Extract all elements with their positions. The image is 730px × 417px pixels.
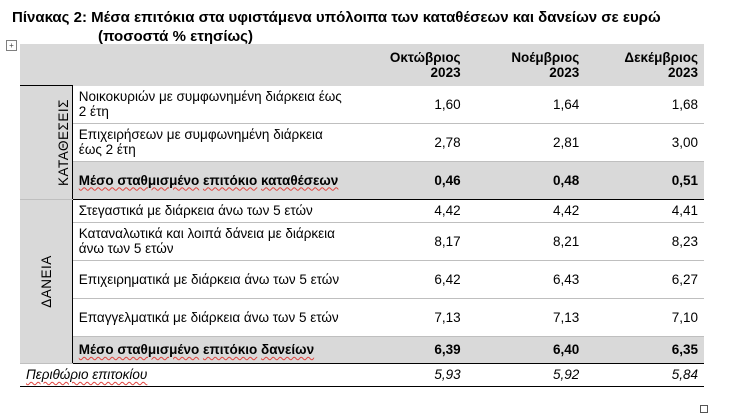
group-label-deposits: ΚΑΤΑΘΕΣΕΙΣ (20, 85, 73, 200)
table-row: ΚΑΤΑΘΕΣΕΙΣ Νοικοκυριών με συμφωνημένη δι… (20, 85, 704, 200)
header-blank (20, 44, 348, 86)
cell-value: 1,60 (347, 85, 467, 124)
cell-value: 6,27 (585, 260, 704, 299)
row-label-part: επιτόκιο (202, 172, 258, 188)
row-label: Καταναλωτικά και λοιπά δάνεια με διάρκει… (72, 222, 348, 261)
cell-value: 1,68 (585, 85, 704, 124)
table-row-deposits-average: Μέσο σταθμισμένο επιτόκιο καταθέσεων 0,4… (20, 160, 704, 200)
interest-rates-table: Οκτώβριος 2023 Νοέμβριος 2023 Δεκέμβριος… (20, 44, 704, 387)
table-resize-handle-icon[interactable] (700, 405, 708, 413)
cell-value: 0,51 (585, 160, 704, 200)
table-row-interest-margin: Περιθώριο επιτοκίου 5,93 5,92 5,84 (20, 363, 704, 387)
row-label: Νοικοκυριών με συμφωνημένη διάρκεια έως … (72, 85, 348, 124)
group-label-loans: ΔΑΝΕΙΑ (20, 198, 73, 364)
cell-value: 6,39 (347, 335, 467, 364)
cell-value: 7,13 (347, 298, 467, 337)
cell-value: 4,42 (466, 199, 586, 223)
header-col-december: Δεκέμβριος 2023 (585, 44, 704, 86)
row-label: Μέσο σταθμισμένο επιτόκιο δανείων (72, 335, 348, 364)
cell-value: 2,81 (466, 123, 586, 162)
table-row: Επιχειρηματικά με διάρκεια άνω των 5 ετώ… (20, 260, 704, 299)
table-move-handle-icon[interactable]: + (6, 40, 17, 51)
cell-value: 7,13 (466, 298, 586, 337)
row-label-text: Περιθώριο επιτοκίου (26, 367, 148, 382)
cell-value: 8,17 (347, 222, 467, 261)
cell-value: 4,42 (347, 199, 467, 223)
group-label-text: ΚΑΤΑΘΕΣΕΙΣ (55, 98, 71, 186)
header-year: 2023 (667, 64, 698, 80)
cell-value: 4,41 (585, 199, 704, 223)
header-month: Οκτώβριος (389, 49, 461, 65)
cell-value: 5,92 (466, 363, 586, 387)
row-label-part: Μέσο σταθμισμένο (78, 172, 200, 188)
row-label-part: επιτόκιο (202, 342, 258, 357)
row-label: Μέσο σταθμισμένο επιτόκιο καταθέσεων (72, 160, 348, 200)
row-label: Επιχειρηματικά με διάρκεια άνω των 5 ετώ… (72, 260, 348, 299)
cell-value: 0,46 (347, 160, 467, 200)
table-row: Καταναλωτικά και λοιπά δάνεια με διάρκει… (20, 222, 704, 261)
row-label: Επιχειρήσεων με συμφωνημένη διάρκεια έως… (72, 123, 348, 162)
header-month: Νοέμβριος (511, 49, 580, 65)
cell-value: 8,23 (585, 222, 704, 261)
cell-value: 6,40 (466, 335, 586, 364)
header-col-october: Οκτώβριος 2023 (347, 44, 467, 86)
table-row: ΔΑΝΕΙΑ Στεγαστικά με διάρκεια άνω των 5 … (20, 198, 704, 364)
title-line-2: (ποσοστά % ετησίως) (98, 28, 253, 45)
row-label-part: καταθέσεων (261, 172, 339, 188)
cell-value: 2,78 (347, 123, 467, 162)
row-label: Επαγγελματικά με διάρκεια άνω των 5 ετών (72, 298, 348, 337)
cell-value: 6,35 (585, 335, 704, 364)
cell-value: 6,42 (347, 260, 467, 299)
cell-value: 5,84 (585, 363, 704, 387)
cell-value: 3,00 (585, 123, 704, 162)
header-month: Δεκέμβριος (624, 49, 698, 65)
cell-value: 5,93 (347, 363, 467, 387)
cell-value: 7,10 (585, 298, 704, 337)
cell-value: 0,48 (466, 160, 586, 200)
cell-value: 8,21 (466, 222, 586, 261)
table-row: Επιχειρήσεων με συμφωνημένη διάρκεια έως… (20, 123, 704, 162)
table-title: Πίνακας 2: Μέσα επιτόκια στα υφιστάμενα … (12, 8, 712, 46)
header-col-november: Νοέμβριος 2023 (466, 44, 586, 86)
cell-value: 6,43 (466, 260, 586, 299)
group-label-text: ΔΑΝΕΙΑ (38, 254, 54, 308)
row-label: Περιθώριο επιτοκίου (20, 363, 348, 387)
row-label-part: Μέσο σταθμισμένο (78, 342, 200, 357)
title-line-1: Πίνακας 2: Μέσα επιτόκια στα υφιστάμενα … (12, 9, 661, 26)
row-label: Στεγαστικά με διάρκεια άνω των 5 ετών (72, 199, 348, 223)
cell-value: 1,64 (466, 85, 586, 124)
row-label-part: δανείων (261, 342, 315, 357)
header-year: 2023 (430, 64, 461, 80)
header-row: Οκτώβριος 2023 Νοέμβριος 2023 Δεκέμβριος… (20, 44, 704, 86)
header-year: 2023 (549, 64, 580, 80)
table-row-loans-average: Μέσο σταθμισμένο επιτόκιο δανείων 6,39 6… (20, 335, 704, 364)
table-row: Επαγγελματικά με διάρκεια άνω των 5 ετών… (20, 298, 704, 337)
